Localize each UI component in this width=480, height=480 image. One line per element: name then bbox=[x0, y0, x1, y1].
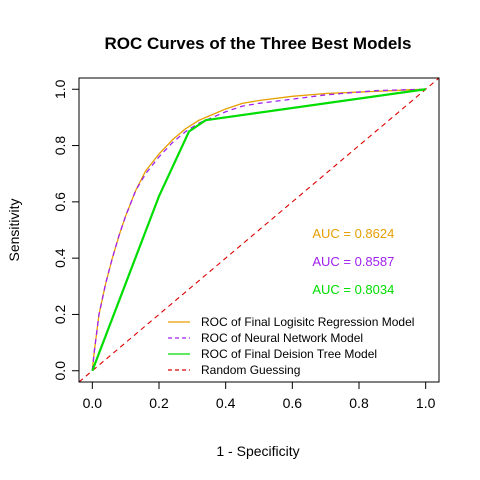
x-tick-label: 0.8 bbox=[349, 395, 369, 411]
series-line-0 bbox=[91, 88, 426, 371]
auc-annotations: AUC = 0.8624 AUC = 0.8587 AUC = 0.8034 bbox=[312, 226, 394, 297]
legend-label: ROC of Final Logisitc Regression Model bbox=[201, 315, 414, 329]
legend-label: ROC of Neural Network Model bbox=[201, 331, 363, 345]
series-line-2 bbox=[91, 88, 426, 372]
series-line-1 bbox=[91, 88, 426, 371]
auc-label: AUC = 0.8034 bbox=[312, 282, 394, 297]
chart-title: ROC Curves of the Three Best Models bbox=[104, 34, 411, 53]
x-axis-label: 1 - Specificity bbox=[216, 443, 299, 459]
x-tick-label: 0.0 bbox=[83, 395, 103, 411]
auc-label: AUC = 0.8587 bbox=[312, 254, 394, 269]
x-tick-label: 0.2 bbox=[149, 395, 169, 411]
plot-area bbox=[79, 78, 439, 382]
y-tick-label: 0.6 bbox=[52, 192, 68, 212]
x-tick-label: 1.0 bbox=[416, 395, 436, 411]
plot-frame bbox=[78, 77, 440, 383]
y-tick-label: 0.4 bbox=[52, 248, 68, 268]
y-tick-label: 1.0 bbox=[52, 79, 68, 99]
x-tick-label: 0.6 bbox=[283, 395, 303, 411]
legend: ROC of Final Logisitc Regression Model RO… bbox=[168, 315, 414, 377]
y-tick-label: 0.0 bbox=[52, 361, 68, 381]
legend-label: Random Guessing bbox=[201, 363, 300, 377]
y-axis-label: Sensitivity bbox=[6, 198, 22, 261]
y-tick-label: 0.2 bbox=[52, 305, 68, 325]
y-tick-label: 0.8 bbox=[52, 136, 68, 156]
x-axis: 0.0 0.2 0.4 0.6 0.8 1.0 bbox=[83, 382, 436, 411]
auc-label: AUC = 0.8624 bbox=[312, 226, 394, 241]
y-axis: 0.0 0.2 0.4 0.6 0.8 1.0 bbox=[52, 79, 79, 380]
x-tick-label: 0.4 bbox=[216, 395, 236, 411]
legend-label: ROC of Final Deision Tree Model bbox=[201, 347, 377, 361]
series-line-3 bbox=[79, 78, 439, 382]
